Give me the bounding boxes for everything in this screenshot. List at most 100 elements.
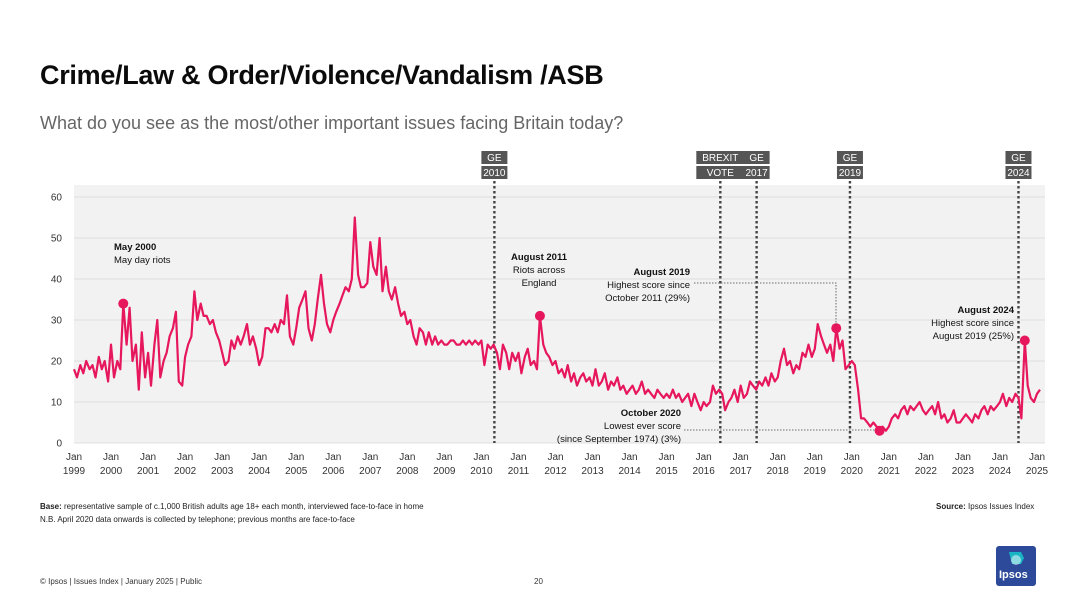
- x-tick-label: Jan: [66, 452, 82, 463]
- annotation-leader: [694, 282, 837, 325]
- x-tick-label: 2009: [433, 466, 456, 477]
- event-label: 2024: [1007, 168, 1030, 179]
- x-tick-label: Jan: [510, 452, 526, 463]
- x-tick-label: Jan: [770, 452, 786, 463]
- annotation-text: England: [522, 278, 557, 289]
- x-tick-label: Jan: [807, 452, 823, 463]
- x-tick-label: 2000: [100, 466, 123, 477]
- event-label-box: [1005, 151, 1032, 164]
- annotation-text: Lowest ever score: [604, 421, 681, 432]
- x-tick-label: 2020: [841, 466, 864, 477]
- x-tick-label: 2005: [285, 466, 308, 477]
- x-tick-label: 2016: [693, 466, 716, 477]
- x-tick-label: Jan: [659, 452, 675, 463]
- source-label: Source:: [936, 502, 966, 511]
- x-tick-label: Jan: [955, 452, 971, 463]
- event-label: 2010: [483, 168, 506, 179]
- ipsos-logo: Ipsos: [996, 546, 1036, 586]
- x-tick-label: Jan: [473, 452, 489, 463]
- x-tick-label: Jan: [362, 452, 378, 463]
- copyright: © Ipsos | Issues Index | January 2025 | …: [40, 577, 202, 586]
- x-tick-label: 2008: [396, 466, 419, 477]
- plot-background: [74, 185, 1045, 443]
- x-tick-label: 2007: [359, 466, 382, 477]
- x-tick-label: 2023: [952, 466, 975, 477]
- x-tick-label: Jan: [733, 452, 749, 463]
- annotation-title: October 2020: [621, 408, 681, 419]
- x-tick-label: 2019: [804, 466, 827, 477]
- ipsos-logo-icon: [1009, 552, 1024, 565]
- x-tick-label: Jan: [584, 452, 600, 463]
- x-tick-label: 2004: [248, 466, 271, 477]
- data-point-highlight: [831, 323, 842, 334]
- x-tick-label: 2013: [581, 466, 604, 477]
- event-label-box: [743, 166, 770, 179]
- x-tick-label: Jan: [399, 452, 415, 463]
- data-point-highlight: [874, 425, 885, 436]
- event-label-box: [743, 151, 770, 164]
- logo-text: Ipsos: [999, 569, 1028, 581]
- base-label: Base:: [40, 502, 62, 511]
- x-tick-label: Jan: [992, 452, 1008, 463]
- y-tick-label: 20: [51, 357, 63, 368]
- x-tick-label: 2014: [618, 466, 641, 477]
- y-tick-label: 0: [56, 439, 62, 450]
- x-tick-label: Jan: [214, 452, 230, 463]
- event-label: BREXIT: [702, 153, 738, 164]
- event-label-box: [836, 151, 863, 164]
- annotation-text: May day riots: [114, 255, 171, 266]
- annotation-text: Highest score since: [931, 318, 1014, 329]
- page-title: Crime/Law & Order/Violence/Vandalism /AS…: [40, 60, 604, 90]
- y-tick-label: 60: [51, 193, 63, 204]
- y-tick-label: 40: [51, 275, 63, 286]
- x-tick-label: Jan: [325, 452, 341, 463]
- annotation-text: (since September 1974) (3%): [557, 434, 681, 445]
- event-label: GE: [1011, 153, 1026, 164]
- x-tick-label: Jan: [251, 452, 267, 463]
- x-tick-label: Jan: [1029, 452, 1045, 463]
- x-tick-label: Jan: [696, 452, 712, 463]
- x-tick-label: 1999: [63, 466, 86, 477]
- x-tick-label: 2011: [508, 466, 530, 477]
- annotation-text: October 2011 (29%): [605, 293, 690, 304]
- event-label-box: [696, 151, 745, 164]
- event-label: 2017: [745, 168, 768, 179]
- x-tick-label: 2022: [915, 466, 938, 477]
- page-subtitle: What do you see as the most/other import…: [40, 113, 624, 133]
- x-tick-label: 2003: [211, 466, 234, 477]
- x-tick-label: 2024: [989, 466, 1012, 477]
- x-tick-label: 2010: [470, 466, 493, 477]
- x-tick-label: 2006: [322, 466, 345, 477]
- x-tick-label: 2001: [137, 466, 160, 477]
- event-label-box: [481, 151, 508, 164]
- y-tick-label: 30: [51, 316, 63, 327]
- x-tick-label: 2018: [767, 466, 790, 477]
- annotation-text: Highest score since: [607, 280, 690, 291]
- annotation-title: May 2000: [114, 242, 156, 253]
- x-tick-label: 2002: [174, 466, 197, 477]
- data-point-highlight: [534, 310, 545, 321]
- event-label: 2019: [839, 168, 862, 179]
- event-label: GE: [749, 153, 764, 164]
- y-tick-label: 10: [51, 398, 63, 409]
- event-label-box: [481, 166, 508, 179]
- x-tick-label: Jan: [918, 452, 934, 463]
- x-tick-label: 2025: [1026, 466, 1049, 477]
- x-tick-label: Jan: [436, 452, 452, 463]
- x-tick-label: Jan: [547, 452, 563, 463]
- x-tick-label: 2015: [655, 466, 678, 477]
- event-label: GE: [487, 153, 502, 164]
- x-tick-label: Jan: [622, 452, 638, 463]
- x-tick-label: Jan: [844, 452, 860, 463]
- annotation-title: August 2011: [511, 252, 568, 263]
- source-text: Ipsos Issues Index: [965, 502, 1035, 511]
- base-text: representative sample of c.1,000 British…: [61, 502, 424, 511]
- event-label-box: [1005, 166, 1032, 179]
- base-note: Base: representative sample of c.1,000 B…: [40, 502, 424, 511]
- data-point-highlight: [118, 298, 129, 309]
- x-tick-label: Jan: [881, 452, 897, 463]
- annotation-title: August 2024: [958, 305, 1015, 316]
- x-tick-label: Jan: [177, 452, 193, 463]
- event-label: VOTE: [707, 168, 735, 179]
